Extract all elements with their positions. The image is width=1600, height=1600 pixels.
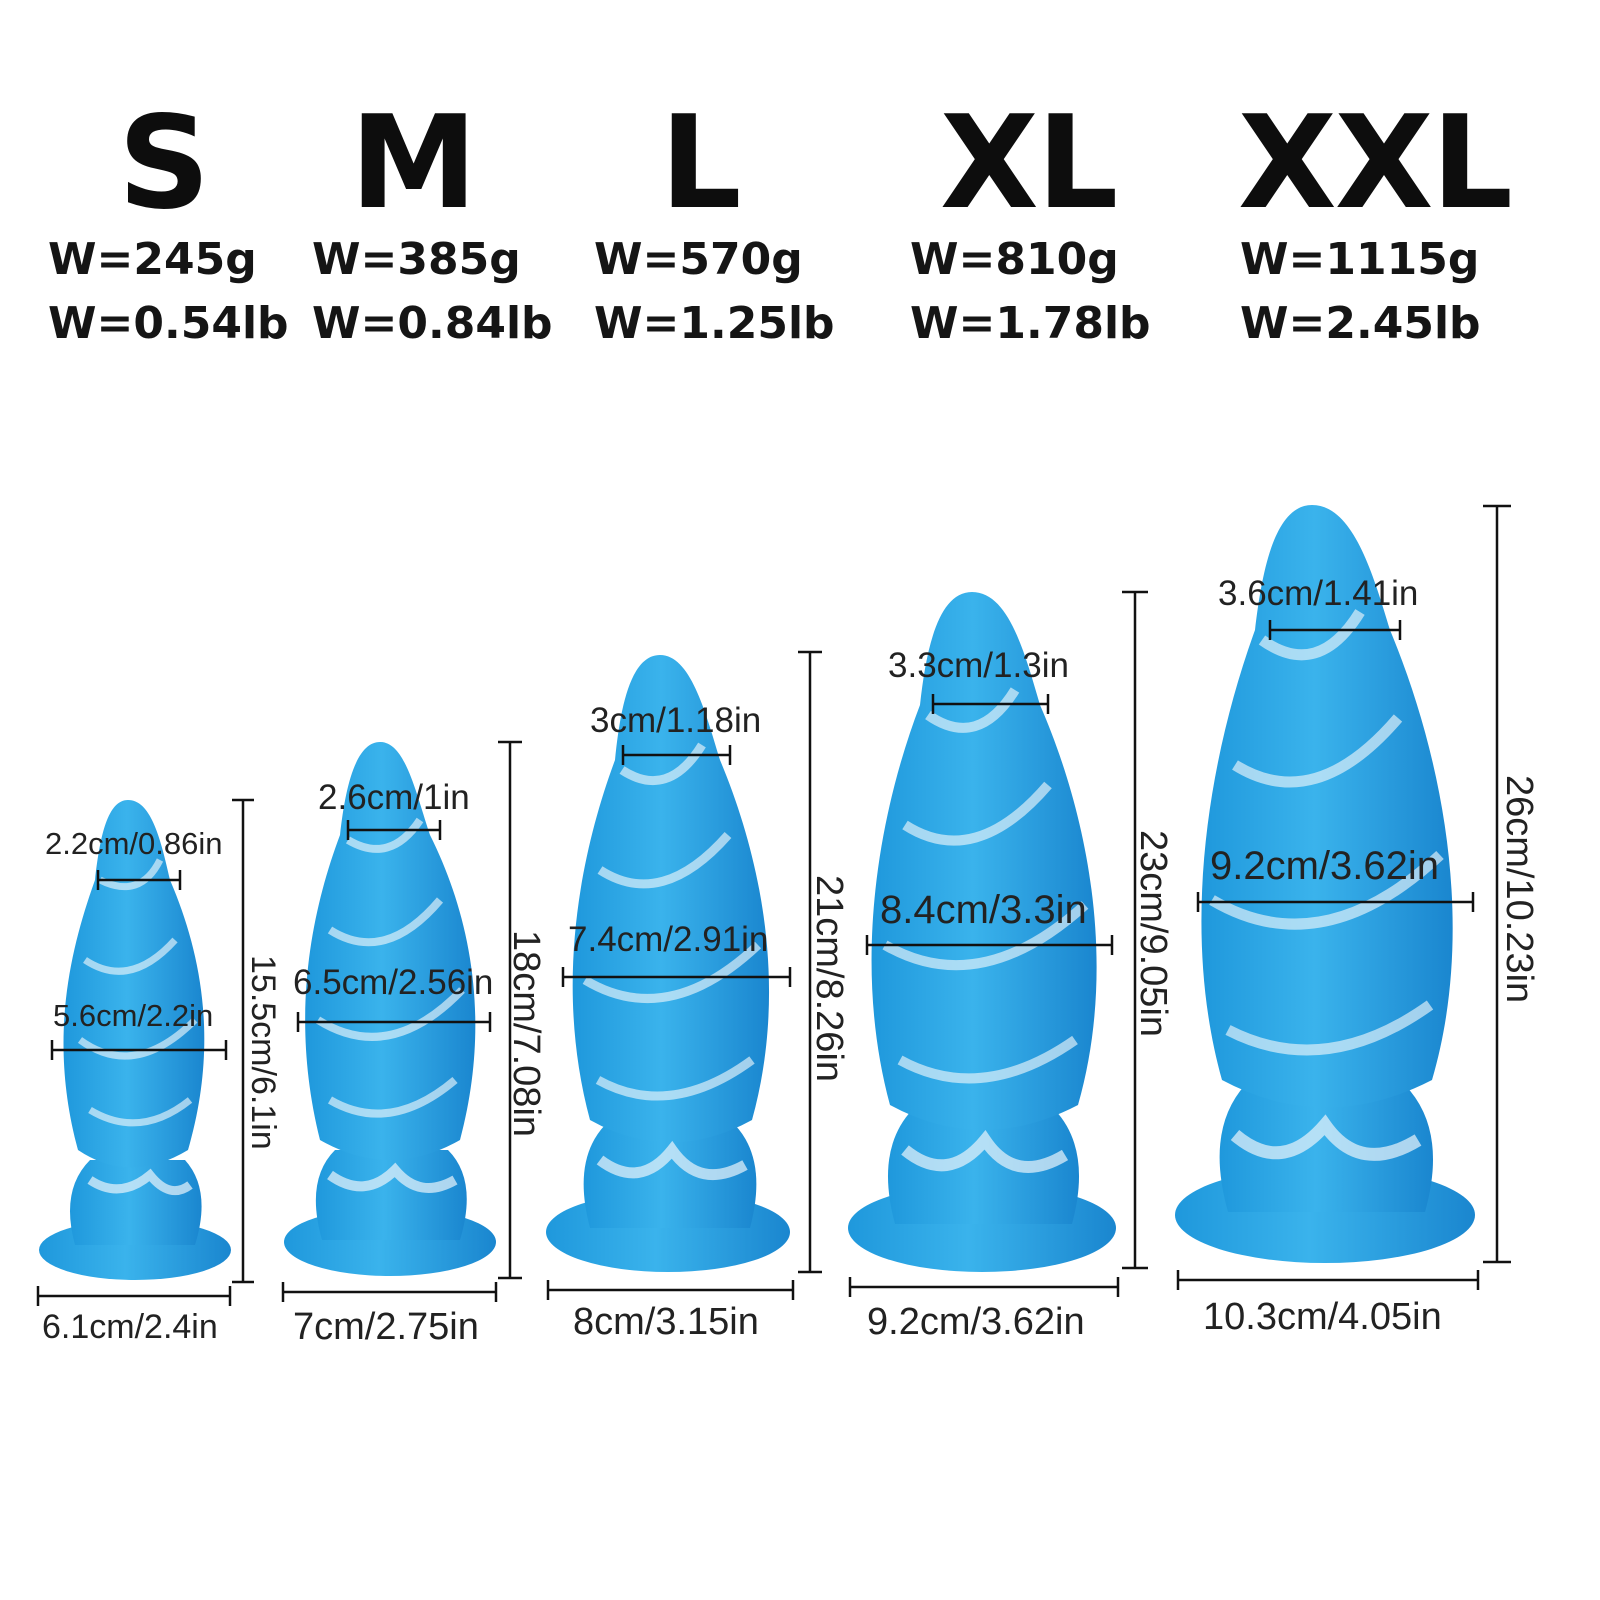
product-image-s xyxy=(39,800,231,1280)
height-xl: 23cm/9.05in xyxy=(1132,830,1174,1038)
weight-pounds-s: W=0.54lb xyxy=(48,298,289,349)
height-l: 21cm/8.26in xyxy=(808,875,850,1083)
body-width-xxl: 9.2cm/3.62in xyxy=(1210,844,1440,888)
body-width-l: 7.4cm/2.91in xyxy=(568,920,769,959)
base-width-l: 8cm/3.15in xyxy=(573,1301,759,1343)
measure-lines-m xyxy=(281,740,522,1302)
size-label-xl: XL xyxy=(940,89,1118,238)
tip-width-m: 2.6cm/1in xyxy=(318,778,470,817)
tip-width-l: 3cm/1.18in xyxy=(590,701,762,740)
height-m: 18cm/7.08in xyxy=(505,930,547,1138)
product-image-m xyxy=(284,742,496,1276)
weight-grams-l: W=570g xyxy=(594,234,803,285)
weight-pounds-xxl: W=2.45lb xyxy=(1240,298,1481,349)
weight-pounds-l: W=1.25lb xyxy=(594,298,835,349)
size-label-s: S xyxy=(118,89,210,238)
product-image-xl xyxy=(848,592,1116,1272)
size-label-m: M xyxy=(350,89,477,238)
base-width-s: 6.1cm/2.4in xyxy=(42,1308,218,1346)
tip-width-xl: 3.3cm/1.3in xyxy=(888,646,1069,685)
measure-lines-xxl xyxy=(1176,504,1511,1290)
size-label-l: L xyxy=(660,89,742,238)
tip-width-xxl: 3.6cm/1.41in xyxy=(1218,574,1419,613)
body-width-xl: 8.4cm/3.3in xyxy=(880,888,1087,932)
weight-grams-s: W=245g xyxy=(48,234,257,285)
measure-lines-l xyxy=(546,650,822,1300)
product-image-l xyxy=(546,655,790,1272)
product-image-xxl xyxy=(1175,505,1475,1263)
weight-grams-xxl: W=1115g xyxy=(1240,234,1480,285)
tip-width-s: 2.2cm/0.86in xyxy=(45,826,223,861)
base-width-m: 7cm/2.75in xyxy=(293,1306,479,1348)
base-width-xxl: 10.3cm/4.05in xyxy=(1203,1296,1442,1338)
body-width-s: 5.6cm/2.2in xyxy=(53,998,214,1033)
measure-lines-s xyxy=(36,798,254,1306)
weight-pounds-xl: W=1.78lb xyxy=(910,298,1151,349)
base-width-xl: 9.2cm/3.62in xyxy=(867,1301,1085,1343)
weight-grams-xl: W=810g xyxy=(910,234,1119,285)
weight-pounds-m: W=0.84lb xyxy=(312,298,553,349)
measure-lines-xl xyxy=(848,590,1148,1297)
height-xxl: 26cm/10.23in xyxy=(1498,775,1540,1004)
weight-grams-m: W=385g xyxy=(312,234,521,285)
size-label-xxl: XXL xyxy=(1238,89,1513,238)
body-width-m: 6.5cm/2.56in xyxy=(293,963,494,1002)
height-s: 15.5cm/6.1in xyxy=(244,955,282,1150)
